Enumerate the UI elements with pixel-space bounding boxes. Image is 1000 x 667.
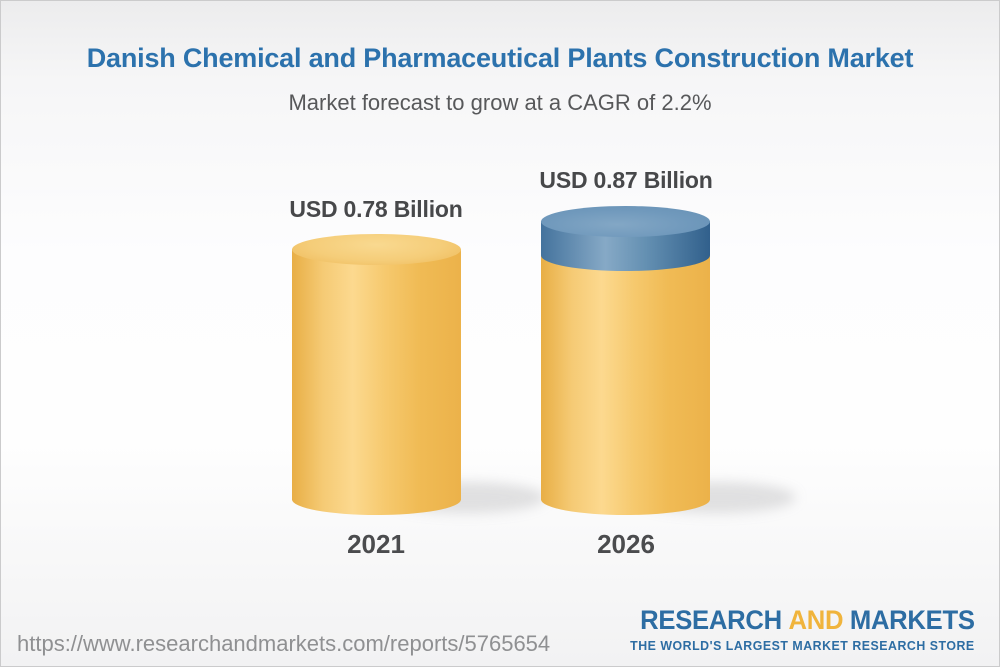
growth-cap-front-arc-2026 [541,240,710,271]
cylinder-top-2021 [292,234,461,265]
cylinder-bottom-2021 [292,484,461,515]
cylinder-bottom-2026 [541,484,710,515]
cylinder-body-2021 [292,249,461,500]
value-label-2021: USD 0.78 Billion [289,196,463,222]
page-title: Danish Chemical and Pharmaceutical Plant… [86,43,914,73]
year-label-2026: 2026 [597,529,655,559]
value-label-2026: USD 0.87 Billion [539,167,713,193]
logo-tagline: THE WORLD'S LARGEST MARKET RESEARCH STOR… [630,638,975,653]
logo-word-research: RESEARCH [640,605,783,635]
growth-cap-top-2026 [541,206,710,237]
brand-logo: RESEARCH AND MARKETS THE WORLD'S LARGEST M… [630,605,975,653]
logo-word-and: AND [788,605,844,635]
year-label-2021: 2021 [347,529,405,559]
logo-word-markets: MARKETS [850,605,975,635]
cylinder-body-2026 [541,255,710,500]
report-url: https://www.researchandmarkets.com/repor… [17,631,551,656]
chart-subtitle: Market forecast to grow at a CAGR of 2.2… [288,90,712,115]
logo-wordmark: RESEARCH AND MARKETS [630,605,975,636]
